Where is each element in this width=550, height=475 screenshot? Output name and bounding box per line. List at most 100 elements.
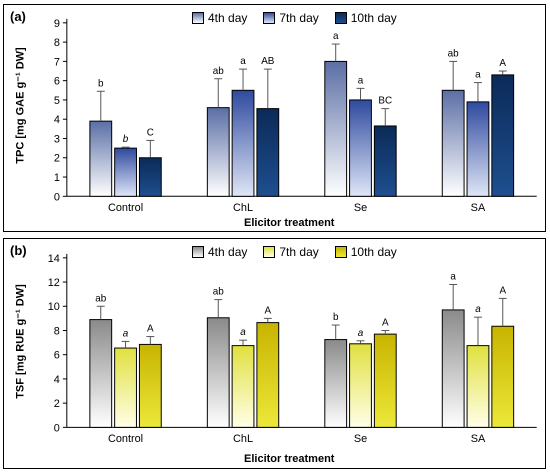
chart-b-y-tick-label: 14: [48, 253, 60, 265]
chart-b-legend: 4th day 7th day 10th day: [192, 245, 397, 259]
chart-a-y-tick-label: 7: [54, 56, 60, 68]
chart-b-sig-label: ab: [95, 293, 107, 304]
chart-a-bar: [256, 108, 280, 197]
chart-b-y-tick-label: 10: [48, 301, 60, 313]
chart-a-y-tick-label: 4: [54, 114, 60, 126]
chart-b-xlabel: Elicitor treatment: [244, 453, 335, 465]
chart-b-sig-label: A: [147, 324, 154, 335]
legend-b-swatch-0: [192, 246, 204, 258]
chart-a-x-tick-label: Control: [108, 202, 143, 214]
chart-b-bar: [324, 339, 348, 428]
chart-b-sig-label: A: [265, 305, 272, 316]
legend-a-swatch-1: [263, 12, 276, 24]
chart-a-sig-label: BC: [378, 96, 392, 107]
chart-a-y-tick-label: 0: [54, 191, 60, 203]
chart-a-sig-label: a: [475, 70, 481, 81]
chart-a-y-tick-label: 3: [54, 133, 60, 145]
legend-b-item-1: 7th day: [263, 245, 319, 259]
chart-a-sig-label: a: [358, 75, 364, 86]
legend-b-swatch-2: [334, 246, 347, 258]
legend-a-swatch-0: [192, 12, 204, 24]
chart-b-sig-label: a: [123, 328, 129, 339]
chart-a-sig-label: b: [123, 134, 129, 145]
legend-b-swatch-1: [263, 246, 276, 258]
chart-b-bar: [466, 345, 490, 428]
chart-a-x-tick-label: Se: [354, 202, 367, 214]
chart-b-y-tick-label: 4: [54, 374, 60, 386]
chart-b-ylabel: TSF [mg RUE g⁻¹ DW]: [14, 284, 27, 399]
chart-b-bar: [231, 345, 255, 428]
chart-a-sig-label: ab: [448, 48, 460, 59]
chart-b-sig-label: a: [240, 327, 246, 338]
chart-b-sig-label: b: [333, 312, 339, 323]
legend-b-label-2: 10th day: [350, 245, 397, 259]
chart-a-bar: [324, 60, 348, 197]
chart-a-bar: [206, 107, 230, 197]
chart-b-x-tick-label: Se: [354, 433, 367, 445]
chart-b-sig-label: a: [358, 328, 364, 339]
chart-a-y-tick-label: 5: [54, 95, 60, 107]
chart-a-x-tick-label: SA: [471, 202, 486, 214]
chart-a-bar: [89, 120, 113, 197]
chart-a-y-tick-label: 2: [54, 153, 60, 165]
chart-a-svg: 0 1 2 3 4 5 6 7 8 9 Control b b C ChL ab a AB Se a a BC SA ab a A: [54, 18, 537, 214]
chart-a-sig-label: ab: [213, 66, 225, 77]
chart-a-y-tick-label: 8: [54, 37, 60, 49]
chart-a-ylabel: TPC [mg GAE g⁻¹ DW]: [14, 47, 27, 164]
chart-a-xlabel: Elicitor treatment: [244, 217, 335, 229]
chart-a-sig-label: a: [333, 31, 339, 42]
legend-a-label-1: 7th day: [279, 11, 319, 25]
chart-a-bar: [373, 125, 397, 197]
chart-panel-b: 0 2 4 6 8 10 12 14 Control ab a A ChL ab a A Se b a A SA a a A …: [3, 238, 546, 469]
chart-b-bar: [256, 322, 280, 428]
chart-b-bar: [349, 343, 372, 428]
legend-a-item-2: 10th day: [334, 11, 397, 25]
chart-b-sig-label: A: [499, 285, 506, 296]
chart-a-bar: [114, 147, 137, 197]
chart-a-sig-label: C: [147, 127, 154, 138]
chart-b-sig-label: ab: [213, 287, 225, 298]
chart-b-bar: [114, 347, 137, 428]
chart-a-y-tick-label: 9: [54, 18, 60, 30]
chart-panel-a: 0 1 2 3 4 5 6 7 8 9 Control b b C ChL ab a AB Se a a BC SA ab a A…: [3, 4, 546, 232]
chart-b-bar: [441, 309, 465, 428]
chart-b-x-tick-label: SA: [471, 433, 486, 445]
legend-b-item-2: 10th day: [334, 245, 397, 259]
chart-b-bar: [89, 319, 113, 428]
chart-b-sig-label: A: [382, 318, 389, 329]
chart-a-y-tick-label: 6: [54, 76, 60, 88]
chart-b-bar: [138, 343, 162, 428]
chart-b-svg: 0 2 4 6 8 10 12 14 Control ab a A ChL ab a A Se b a A SA a a A: [48, 253, 537, 445]
chart-a-y-tick-label: 1: [54, 172, 60, 184]
legend-a-label-2: 10th day: [350, 11, 397, 25]
chart-b-bar: [373, 333, 397, 428]
panel-b-label: (b): [10, 243, 27, 258]
legend-b-label-0: 4th day: [208, 245, 248, 259]
chart-b-sig-label: a: [450, 272, 456, 283]
chart-b-y-tick-label: 2: [54, 398, 60, 410]
chart-a-bar: [231, 89, 255, 197]
chart-a-bar: [491, 74, 515, 197]
legend-a-item-1: 7th day: [263, 11, 319, 25]
legend-a-label-0: 4th day: [208, 11, 248, 25]
chart-b-x-tick-label: Control: [108, 433, 143, 445]
chart-a-x-tick-label: ChL: [233, 202, 253, 214]
chart-b-y-tick-label: 8: [54, 325, 60, 337]
legend-b-label-1: 7th day: [279, 245, 319, 259]
legend-b-item-0: 4th day: [192, 245, 247, 259]
chart-a-bar: [441, 89, 465, 197]
chart-b-x-tick-label: ChL: [233, 433, 253, 445]
chart-b-bar: [491, 325, 515, 428]
chart-a-legend: 4th day 7th day 10th day: [192, 11, 397, 25]
chart-b-bar: [206, 317, 230, 428]
chart-b-y-tick-label: 6: [54, 350, 60, 362]
chart-b-y-tick-label: 12: [48, 277, 60, 289]
chart-a-bar: [466, 101, 490, 197]
chart-a-bar: [349, 99, 372, 197]
chart-a-sig-label: AB: [261, 56, 275, 67]
legend-a-item-0: 4th day: [192, 11, 247, 25]
chart-a-sig-label: A: [499, 58, 506, 69]
chart-a-bar: [138, 157, 162, 197]
panel-a-label: (a): [10, 9, 26, 24]
chart-b-y-tick-label: 0: [54, 422, 60, 434]
